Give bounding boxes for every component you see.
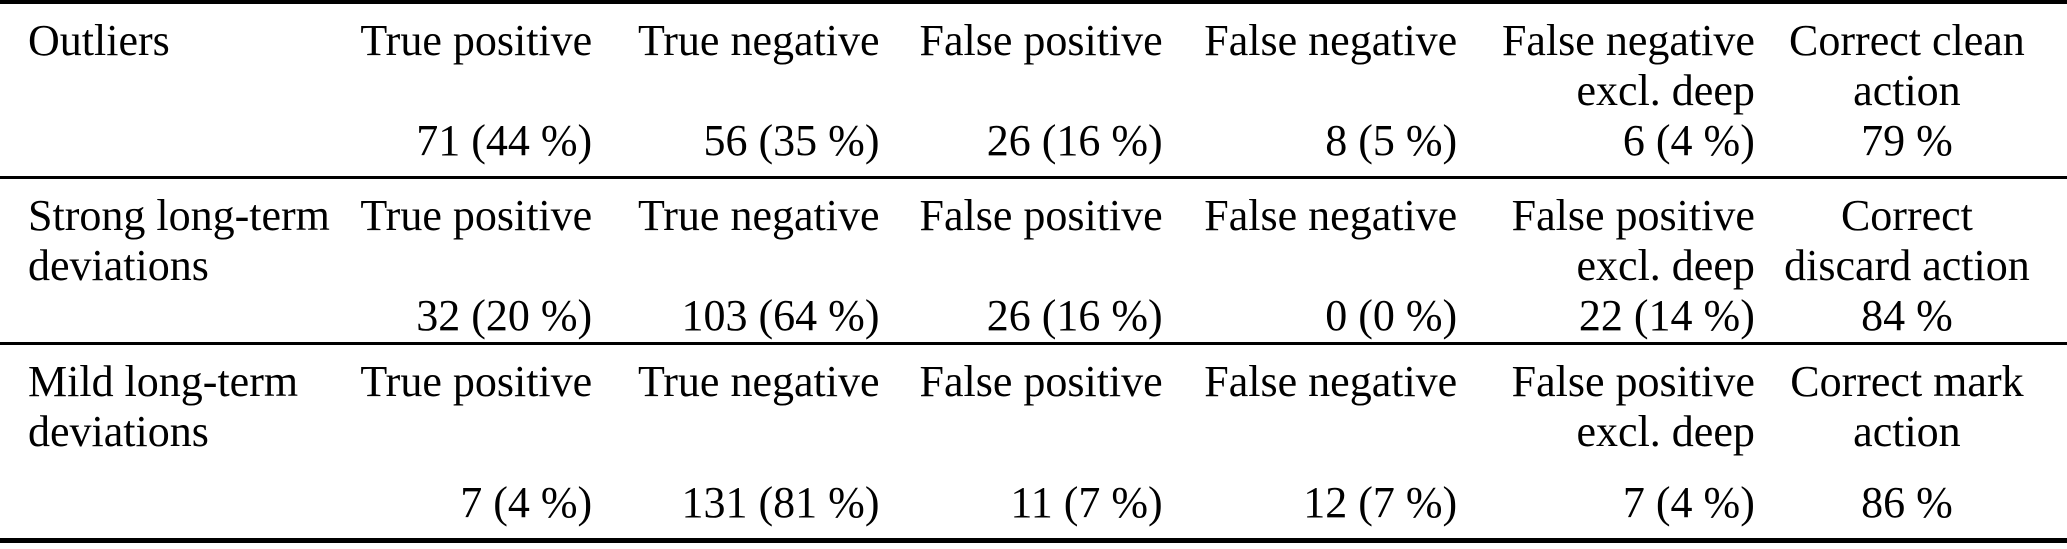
- col-header-line: False positive: [919, 16, 1163, 65]
- cell-value: 131 (81 %): [681, 478, 880, 527]
- col-header-line: True positive: [360, 16, 593, 65]
- row-label-line2: deviations: [28, 241, 209, 290]
- cell-value: 22 (14 %): [1578, 291, 1755, 340]
- cell-value: 26 (16 %): [986, 291, 1163, 340]
- col-header: False negative excl. deep: [1457, 16, 1755, 116]
- col-header-line: action: [1853, 66, 1961, 115]
- row-label: Mild long-term deviations: [0, 357, 331, 528]
- col-header-line: True negative: [637, 191, 880, 240]
- col-header-line: Correct: [1840, 191, 1973, 240]
- cell-value: 12 (7 %): [1303, 478, 1458, 527]
- cell-value: 6 (4 %): [1622, 116, 1755, 165]
- col-header: False negative: [1163, 357, 1458, 407]
- col-header-line: False negative: [1204, 16, 1458, 65]
- cell-value: 86 %: [1861, 478, 1953, 527]
- cell-value: 7 (4 %): [460, 478, 593, 527]
- cell-value: 103 (64 %): [681, 291, 880, 340]
- row-label-line2: deviations: [28, 407, 209, 456]
- col-header: False negative: [1163, 191, 1458, 241]
- table-row-group-outliers: Outliers True positive True negative Fal…: [0, 4, 2067, 176]
- col-header: False positive excl. deep: [1457, 357, 1755, 457]
- col-header-line: False positive: [919, 191, 1163, 240]
- col-header: False positive excl. deep: [1457, 191, 1755, 291]
- col-header: True negative: [592, 357, 880, 407]
- col-header-line: True positive: [360, 357, 593, 406]
- cell-value: 26 (16 %): [986, 116, 1163, 165]
- col-header-line: False positive: [1511, 191, 1755, 240]
- col-header: False positive: [880, 191, 1163, 241]
- col-header-line: excl. deep: [1576, 66, 1755, 115]
- col-header: True negative: [592, 191, 880, 241]
- col-header: Correct mark action: [1755, 357, 2067, 457]
- table-row-group-mild-deviations: Mild long-term deviations True positive …: [0, 342, 2067, 538]
- row-label-line1: Mild long-term: [28, 357, 299, 406]
- col-header-line: True negative: [637, 357, 880, 406]
- col-header-line: action: [1853, 407, 1961, 456]
- col-header: True positive: [331, 16, 592, 66]
- col-header-line: False negative: [1501, 16, 1755, 65]
- col-header-line: False positive: [919, 357, 1163, 406]
- col-header: True negative: [592, 16, 880, 66]
- col-header: False positive: [880, 357, 1163, 407]
- col-header-line: False negative: [1204, 191, 1458, 240]
- table-row-group-strong-deviations: Strong long-term deviations True positiv…: [0, 176, 2067, 342]
- row-label-line1: Strong long-term: [28, 191, 330, 240]
- col-header-line: Correct clean: [1789, 16, 2025, 65]
- cell-value: 11 (7 %): [1010, 478, 1163, 527]
- cell-value: 32 (20 %): [416, 291, 593, 340]
- col-header-line: discard action: [1784, 241, 2030, 290]
- cell-value: 79 %: [1861, 116, 1953, 165]
- cell-value: 7 (4 %): [1622, 478, 1755, 527]
- cell-value: 0 (0 %): [1325, 291, 1458, 340]
- cell-value: 84 %: [1861, 291, 1953, 340]
- row-label-line1: Outliers: [28, 16, 170, 65]
- row-label: Outliers: [0, 16, 331, 166]
- col-header: Correct discard action: [1755, 191, 2067, 291]
- col-header: False negative: [1163, 16, 1458, 66]
- cell-value: 8 (5 %): [1325, 116, 1458, 165]
- col-header-line: False negative: [1204, 357, 1458, 406]
- col-header: True positive: [331, 357, 592, 407]
- col-header-line: False positive: [1511, 357, 1755, 406]
- cell-value: 71 (44 %): [416, 116, 593, 165]
- cell-value: 56 (35 %): [703, 116, 880, 165]
- col-header-line: True positive: [360, 191, 593, 240]
- col-header-line: True negative: [637, 16, 880, 65]
- col-header: False positive: [880, 16, 1163, 66]
- col-header-line: Correct mark: [1790, 357, 2024, 406]
- row-label: Strong long-term deviations: [0, 191, 331, 341]
- col-header-line: excl. deep: [1576, 407, 1755, 456]
- col-header-line: excl. deep: [1576, 241, 1755, 290]
- col-header: Correct clean action: [1755, 16, 2067, 116]
- col-header: True positive: [331, 191, 592, 241]
